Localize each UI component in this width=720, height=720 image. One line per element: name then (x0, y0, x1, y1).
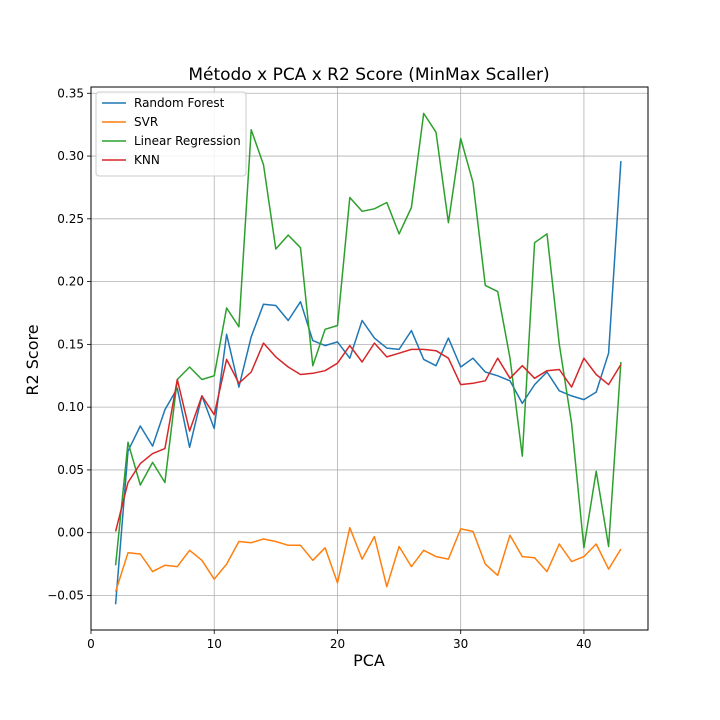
legend-label-random-forest: Random Forest (134, 96, 225, 110)
y-tick-label: 0.00 (57, 526, 84, 540)
plot-frame (90, 86, 649, 631)
series-line-random-forest (114, 161, 622, 605)
y-tick-label: −0.05 (47, 588, 84, 602)
legend: Random Forest SVR Linear Regression KNN (95, 91, 247, 177)
y-tick-label: 0.15 (57, 337, 84, 351)
y-tick-label: 0.05 (57, 463, 84, 477)
x-tick-label: 40 (576, 637, 591, 651)
x-axis-label: PCA (353, 651, 385, 670)
x-tick-label: 0 (87, 637, 95, 651)
series-line-linear-regression (114, 112, 622, 566)
y-tick-label: 0.30 (57, 149, 84, 163)
x-tick-label: 10 (207, 637, 222, 651)
y-tick-label: 0.10 (57, 400, 84, 414)
series-line-svr (114, 526, 622, 592)
series-line-knn (114, 342, 622, 532)
legend-label-linear-regression: Linear Regression (134, 134, 241, 148)
series-lines (114, 112, 622, 605)
axis-ticks: 0 10 20 30 40 −0.05 0.00 0.05 0.10 0.15 0.20 0.25 0.… (47, 86, 591, 651)
legend-box (95, 91, 247, 177)
x-tick-label: 20 (330, 637, 345, 651)
x-tick-label: 30 (453, 637, 468, 651)
y-tick-label: 0.25 (57, 212, 84, 226)
y-tick-label: 0.20 (57, 275, 84, 289)
chart-title: Método x PCA x R2 Score (MinMax Scaller) (188, 65, 549, 85)
y-axis-label: R2 Score (23, 324, 42, 395)
y-tick-label: 0.35 (57, 86, 84, 100)
legend-label-svr: SVR (134, 115, 158, 129)
legend-label-knn: KNN (134, 153, 160, 167)
